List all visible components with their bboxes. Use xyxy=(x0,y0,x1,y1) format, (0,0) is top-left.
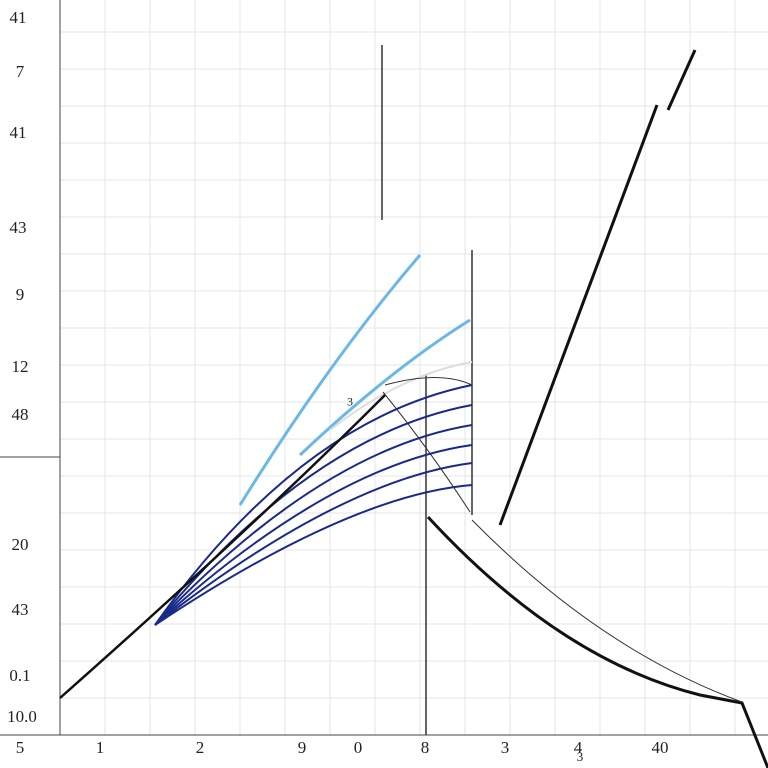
y-tick-label: 9 xyxy=(15,285,25,304)
x-tick-label: 5 xyxy=(15,738,25,757)
y-tick-label: 48 xyxy=(11,405,29,424)
y-tick-label: 20 xyxy=(11,535,29,554)
x-tick-label: 9 xyxy=(297,738,307,757)
x-tick-label: 1 xyxy=(95,738,105,757)
y-tick-label: 43 xyxy=(9,218,27,237)
grid xyxy=(59,0,768,736)
y-tick-label: 10.0 xyxy=(7,707,37,726)
x-tick-label: 2 xyxy=(195,738,205,757)
curve xyxy=(59,394,386,699)
y-tick-label: 12 xyxy=(11,357,29,376)
annotation: 3 xyxy=(347,394,353,409)
x-tick-label: 8 xyxy=(420,738,430,757)
y-tick-label: 43 xyxy=(11,600,29,619)
y-tick-label: 7 xyxy=(15,62,25,81)
curve xyxy=(471,519,743,703)
straight-line xyxy=(498,104,659,526)
curve xyxy=(382,391,471,513)
x-tick-label: 3 xyxy=(500,738,510,757)
x-tick-label: 40 xyxy=(651,738,669,757)
curve xyxy=(329,361,473,431)
curve xyxy=(426,515,768,768)
curve xyxy=(298,318,471,457)
curve xyxy=(238,254,422,506)
curve-fan xyxy=(154,384,473,626)
x-tick-label: 0 xyxy=(353,738,363,757)
y-tick-label: 41 xyxy=(9,8,27,27)
annotation: 3 xyxy=(576,749,584,764)
y-tick-label: 41 xyxy=(9,123,27,142)
straight-line xyxy=(666,49,697,111)
y-tick-label: 0.1 xyxy=(9,666,31,685)
x-tick-label: 4 xyxy=(573,738,583,757)
curve xyxy=(384,377,473,386)
